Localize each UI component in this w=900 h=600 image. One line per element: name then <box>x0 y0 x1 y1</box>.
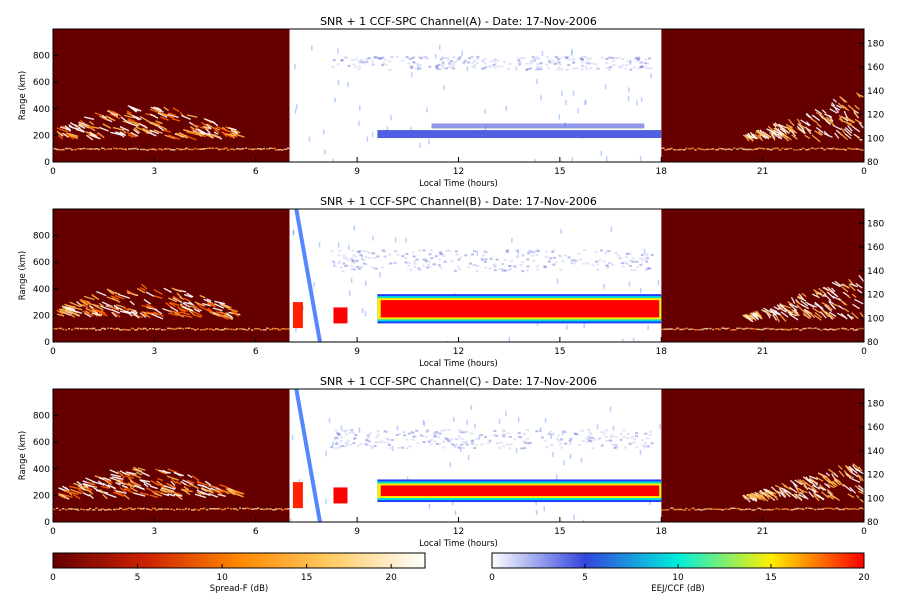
heatmap-image <box>53 389 864 522</box>
x-tick-label: 9 <box>354 347 360 357</box>
x-tick-label: 12 <box>453 347 464 357</box>
y2-tick-label: 180 <box>867 399 884 409</box>
x-tick-label: 9 <box>354 167 360 177</box>
x-tick-label: 0 <box>861 347 867 357</box>
x-tick-label: 3 <box>152 347 158 357</box>
x-tick-label: 21 <box>757 167 768 177</box>
y-tick-label: 400 <box>33 105 50 115</box>
y2-tick-label: 160 <box>867 243 884 253</box>
y-tick-label: 600 <box>33 78 50 88</box>
y-tick-label: 0 <box>44 338 50 348</box>
y2-tick-label: 180 <box>867 219 884 229</box>
panel-channel-c: SNR + 1 CCF-SPC Channel(C) - Date: 17-No… <box>18 375 884 549</box>
y2-tick-label: 120 <box>867 111 884 121</box>
x-tick-label: 6 <box>253 347 259 357</box>
x-tick-label: 3 <box>152 527 158 537</box>
x-tick-label: 12 <box>453 527 464 537</box>
colorbar-tick-label: 15 <box>765 573 776 583</box>
y-axis-label: Range (km) <box>18 71 28 120</box>
y-tick-label: 800 <box>33 232 50 242</box>
y2-tick-label: 120 <box>867 471 884 481</box>
x-tick-label: 15 <box>554 347 565 357</box>
x-tick-label: 18 <box>656 167 668 177</box>
y2-tick-label: 100 <box>867 314 884 324</box>
y-tick-label: 200 <box>33 131 50 141</box>
x-tick-label: 15 <box>554 527 565 537</box>
colorbar-tick-label: 15 <box>301 573 312 583</box>
y2-tick-label: 80 <box>867 158 879 168</box>
x-tick-label: 0 <box>50 347 56 357</box>
y-tick-label: 400 <box>33 465 50 475</box>
colorbar-tick-label: 10 <box>216 573 228 583</box>
y-tick-label: 600 <box>33 438 50 448</box>
y2-tick-label: 80 <box>867 518 879 528</box>
x-tick-label: 6 <box>253 167 259 177</box>
x-tick-label: 9 <box>354 527 360 537</box>
y2-tick-label: 160 <box>867 423 884 433</box>
y2-tick-label: 180 <box>867 39 884 49</box>
x-tick-label: 0 <box>50 167 56 177</box>
y2-tick-label: 140 <box>867 447 884 457</box>
y2-tick-label: 140 <box>867 87 884 97</box>
colorbar-tick-label: 20 <box>858 573 870 583</box>
y-axis-label: Range (km) <box>18 431 28 480</box>
y-tick-label: 200 <box>33 491 50 501</box>
y2-tick-label: 80 <box>867 338 879 348</box>
colorbar-label: Spread-F (dB) <box>210 584 268 594</box>
y2-tick-label: 120 <box>867 291 884 301</box>
y-tick-label: 600 <box>33 258 50 268</box>
x-axis-label: Local Time (hours) <box>419 539 498 549</box>
colorbar-label: EEJ/CCF (dB) <box>651 584 704 594</box>
y-tick-label: 0 <box>44 158 50 168</box>
colorbar-tick-label: 20 <box>385 573 397 583</box>
x-tick-label: 15 <box>554 167 565 177</box>
chart-title: SNR + 1 CCF-SPC Channel(B) - Date: 17-No… <box>320 195 597 208</box>
x-tick-label: 0 <box>861 167 867 177</box>
heatmap-image <box>53 29 864 162</box>
y2-tick-label: 140 <box>867 267 884 277</box>
chart-title: SNR + 1 CCF-SPC Channel(C) - Date: 17-No… <box>320 375 597 388</box>
y-tick-label: 800 <box>33 52 50 62</box>
colorbar-tick-label: 10 <box>672 573 684 583</box>
y-tick-label: 0 <box>44 518 50 528</box>
chart-title: SNR + 1 CCF-SPC Channel(A) - Date: 17-No… <box>320 15 597 28</box>
y-axis-label: Range (km) <box>18 251 28 300</box>
y2-tick-label: 100 <box>867 494 884 504</box>
panel-channel-b: SNR + 1 CCF-SPC Channel(B) - Date: 17-No… <box>18 195 884 369</box>
x-tick-label: 6 <box>253 527 259 537</box>
colorbar-tick-label: 0 <box>489 573 495 583</box>
panel-channel-a: SNR + 1 CCF-SPC Channel(A) - Date: 17-No… <box>18 15 884 189</box>
x-tick-label: 18 <box>656 527 668 537</box>
x-tick-label: 21 <box>757 527 768 537</box>
colorbar-tick-label: 5 <box>135 573 141 583</box>
x-tick-label: 3 <box>152 167 158 177</box>
x-tick-label: 0 <box>861 527 867 537</box>
colorbar-tick-label: 5 <box>582 573 588 583</box>
x-tick-label: 21 <box>757 347 768 357</box>
y2-tick-label: 160 <box>867 63 884 73</box>
x-axis-label: Local Time (hours) <box>419 359 498 369</box>
y-tick-label: 800 <box>33 412 50 422</box>
x-tick-label: 18 <box>656 347 668 357</box>
y-tick-label: 200 <box>33 311 50 321</box>
x-tick-label: 12 <box>453 167 464 177</box>
colorbar-spread-f: 0 5 10 15 20 Spread-F (dB) <box>50 552 426 594</box>
y-tick-label: 400 <box>33 285 50 295</box>
colorbar-eej-ccf: 0 5 10 15 20 EEJ/CCF (dB) <box>489 552 870 594</box>
colorbar-gradient <box>52 552 426 569</box>
heatmap-image <box>53 209 864 342</box>
x-tick-label: 0 <box>50 527 56 537</box>
colorbar-tick-label: 0 <box>50 573 56 583</box>
y2-tick-label: 100 <box>867 134 884 144</box>
x-axis-label: Local Time (hours) <box>419 179 498 189</box>
